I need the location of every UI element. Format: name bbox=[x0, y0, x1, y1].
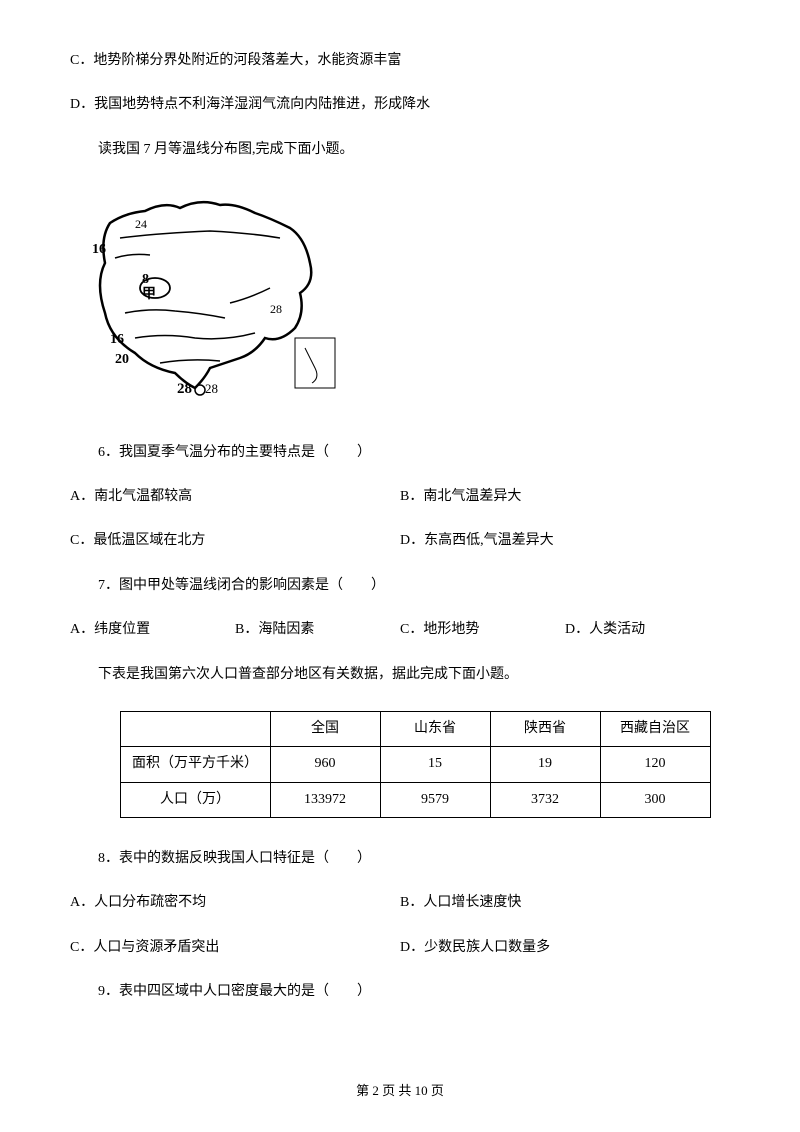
question-7-text: 7．图中甲处等温线闭合的影响因素是（ ） bbox=[70, 575, 730, 597]
isotherm-line-5 bbox=[160, 360, 220, 363]
question-intro-8: 下表是我国第六次人口普查部分地区有关数据，据此完成下面小题。 bbox=[70, 664, 730, 686]
question-8-options-cd: C．人口与资源矛盾突出 D．少数民族人口数量多 bbox=[70, 937, 730, 959]
label-16-top: 16 bbox=[92, 242, 106, 257]
isotherm-line-2 bbox=[115, 255, 150, 259]
row2-c3: 3732 bbox=[490, 782, 600, 817]
row2-c4: 300 bbox=[600, 782, 710, 817]
census-table-container: 全国 山东省 陕西省 西藏自治区 面积（万平方千米） 960 15 19 120… bbox=[100, 711, 730, 818]
row1-c4: 120 bbox=[600, 747, 710, 782]
th-blank bbox=[120, 711, 270, 746]
question-6-options-cd: C．最低温区域在北方 D．东高西低,气温差异大 bbox=[70, 530, 730, 552]
q7-opt-c: C．地形地势 bbox=[400, 619, 565, 641]
isotherm-map-svg: 16 8 甲 16 20 24 28 28 28 bbox=[80, 183, 350, 403]
isotherm-line-4 bbox=[135, 333, 255, 339]
th-national: 全国 bbox=[270, 711, 380, 746]
q7-opt-d: D．人类活动 bbox=[565, 619, 730, 641]
label-28-right: 28 bbox=[205, 381, 218, 396]
isotherm-line-1 bbox=[120, 231, 280, 238]
q7-opt-b: B．海陆因素 bbox=[235, 619, 400, 641]
label-8: 8 bbox=[142, 272, 149, 287]
label-20: 20 bbox=[115, 352, 129, 367]
question-8-text: 8．表中的数据反映我国人口特征是（ ） bbox=[70, 848, 730, 870]
label-28-left: 28 bbox=[177, 381, 192, 397]
row2-label: 人口（万） bbox=[120, 782, 270, 817]
question-intro-5: 读我国 7 月等温线分布图,完成下面小题。 bbox=[70, 139, 730, 161]
row2-c1: 133972 bbox=[270, 782, 380, 817]
row1-label: 面积（万平方千米） bbox=[120, 747, 270, 782]
q8-opt-a: A．人口分布疏密不均 bbox=[70, 892, 400, 914]
legend-inset bbox=[305, 348, 317, 383]
q6-opt-d: D．东高西低,气温差异大 bbox=[400, 530, 730, 552]
page-footer: 第 2 页 共 10 页 bbox=[0, 1081, 800, 1102]
th-shaanxi: 陕西省 bbox=[490, 711, 600, 746]
isotherm-line-6 bbox=[230, 288, 270, 303]
row2-c2: 9579 bbox=[380, 782, 490, 817]
census-table: 全国 山东省 陕西省 西藏自治区 面积（万平方千米） 960 15 19 120… bbox=[120, 711, 711, 818]
china-map-figure: 16 8 甲 16 20 24 28 28 28 bbox=[80, 183, 730, 411]
row1-c2: 15 bbox=[380, 747, 490, 782]
option-c-text: C．地势阶梯分界处附近的河段落差大，水能资源丰富 bbox=[70, 50, 730, 72]
q6-opt-a: A．南北气温都较高 bbox=[70, 486, 400, 508]
question-9-text: 9．表中四区域中人口密度最大的是（ ） bbox=[70, 981, 730, 1003]
q8-opt-c: C．人口与资源矛盾突出 bbox=[70, 937, 400, 959]
q6-opt-c: C．最低温区域在北方 bbox=[70, 530, 400, 552]
label-jia: 甲 bbox=[142, 286, 156, 302]
q6-opt-b: B．南北气温差异大 bbox=[400, 486, 730, 508]
row1-c3: 19 bbox=[490, 747, 600, 782]
label-16-bottom: 16 bbox=[110, 332, 124, 347]
th-tibet: 西藏自治区 bbox=[600, 711, 710, 746]
question-6-options-ab: A．南北气温都较高 B．南北气温差异大 bbox=[70, 486, 730, 508]
q8-opt-b: B．人口增长速度快 bbox=[400, 892, 730, 914]
isotherm-line-3 bbox=[125, 310, 225, 318]
row1-c1: 960 bbox=[270, 747, 380, 782]
q8-opt-d: D．少数民族人口数量多 bbox=[400, 937, 730, 959]
question-8-options-ab: A．人口分布疏密不均 B．人口增长速度快 bbox=[70, 892, 730, 914]
question-7-options: A．纬度位置 B．海陆因素 C．地形地势 D．人类活动 bbox=[70, 619, 730, 641]
option-d-text: D．我国地势特点不利海洋湿润气流向内陆推进，形成降水 bbox=[70, 94, 730, 116]
th-shandong: 山东省 bbox=[380, 711, 490, 746]
question-6-text: 6．我国夏季气温分布的主要特点是（ ） bbox=[70, 442, 730, 464]
island-1 bbox=[195, 385, 205, 395]
q7-opt-a: A．纬度位置 bbox=[70, 619, 235, 641]
label-24: 24 bbox=[135, 217, 147, 231]
label-28-east: 28 bbox=[270, 302, 282, 316]
